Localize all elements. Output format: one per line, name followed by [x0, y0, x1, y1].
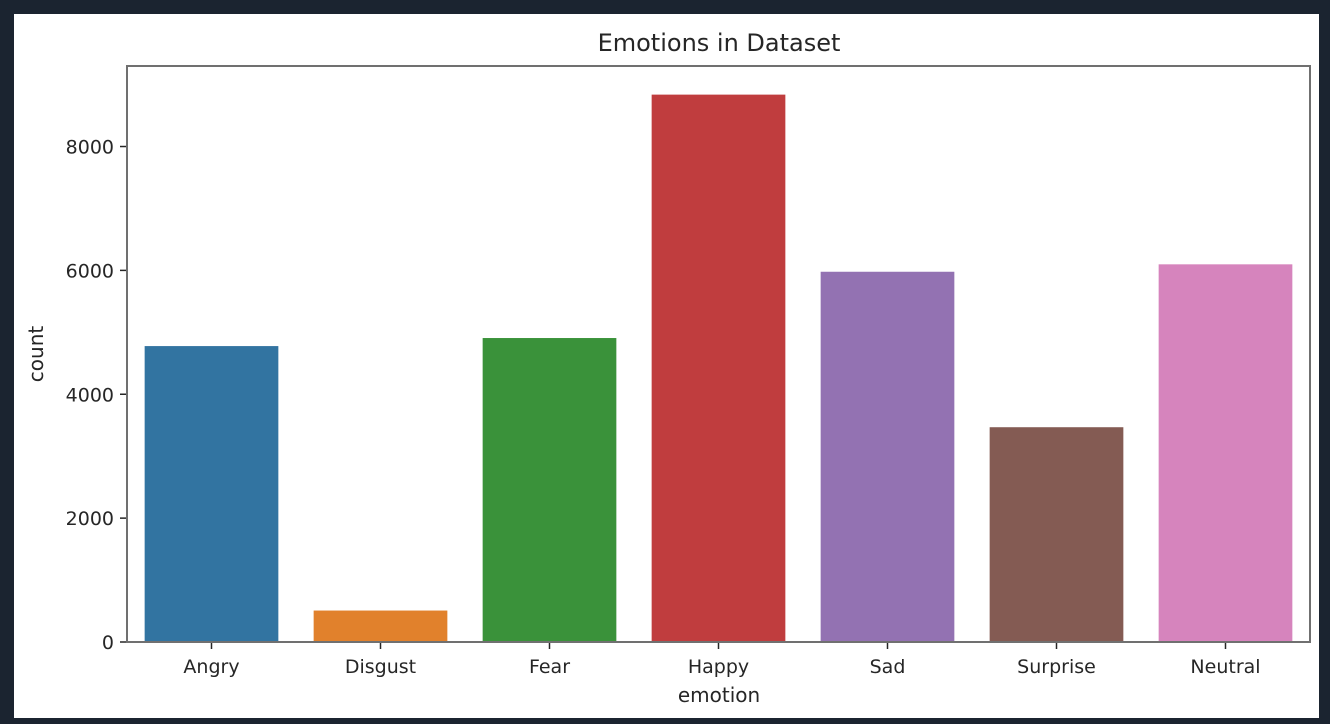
x-tick-label: Happy — [688, 656, 749, 678]
y-tick-label: 0 — [102, 632, 114, 654]
y-tick-label: 2000 — [66, 508, 114, 530]
y-axis-label: count — [24, 326, 48, 383]
y-axis-ticks: 0 2000 4000 6000 8000 — [66, 137, 127, 654]
x-axis-label: emotion — [678, 683, 760, 707]
x-tick-label: Fear — [529, 656, 570, 678]
bar-fear — [481, 336, 618, 643]
x-tick-label: Surprise — [1017, 656, 1096, 678]
x-tick-label: Angry — [183, 656, 239, 678]
x-tick-label: Disgust — [345, 656, 416, 678]
bar-happy — [650, 93, 787, 643]
x-axis-ticks: Angry Disgust Fear Happy Sad Surprise Neutral — [183, 642, 1261, 678]
x-tick-label: Neutral — [1190, 656, 1260, 678]
bar-angry — [143, 344, 280, 643]
bar-surprise — [988, 425, 1125, 643]
y-tick-label: 4000 — [66, 384, 114, 406]
x-tick-label: Sad — [870, 656, 906, 678]
y-tick-label: 8000 — [66, 137, 114, 159]
bar-disgust — [312, 609, 449, 643]
y-tick-label: 6000 — [66, 260, 114, 282]
bar-sad — [819, 270, 956, 643]
bar-neutral — [1157, 262, 1294, 643]
bars-group — [143, 93, 1294, 643]
chart-title: Emotions in Dataset — [598, 29, 841, 57]
plot-area-border — [126, 65, 1311, 643]
